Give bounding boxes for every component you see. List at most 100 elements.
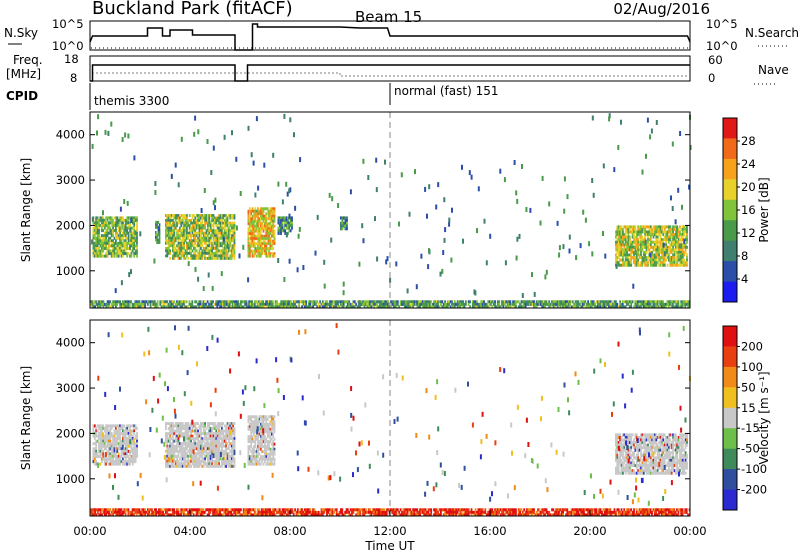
data-cell — [197, 226, 199, 230]
data-cell — [156, 225, 158, 229]
data-cell — [193, 244, 195, 248]
data-cell — [116, 460, 119, 464]
data-cell — [186, 424, 188, 428]
data-cell — [248, 224, 251, 228]
data-cell — [248, 460, 251, 464]
data-cell — [652, 233, 655, 237]
data-cell — [296, 300, 299, 304]
data-cell — [166, 254, 169, 258]
data-cell — [684, 238, 687, 242]
data-cell — [590, 300, 592, 304]
data-cell — [313, 302, 316, 306]
data-cell — [223, 246, 226, 250]
data-cell — [264, 207, 266, 211]
data-cell — [174, 251, 177, 255]
data-cell — [426, 302, 428, 306]
data-cell — [255, 452, 258, 456]
data-cell — [291, 221, 293, 225]
data-cell — [615, 233, 617, 237]
data-cell — [200, 231, 202, 235]
data-cell — [128, 305, 131, 309]
data-cell — [211, 464, 213, 468]
data-cell — [208, 457, 211, 461]
data-cell — [661, 250, 663, 254]
data-cell — [194, 234, 197, 238]
data-cell — [197, 239, 199, 243]
data-cell — [428, 302, 431, 306]
data-cell — [208, 241, 211, 245]
y-tick-label: 3000 — [56, 173, 85, 187]
data-cell — [647, 233, 649, 237]
data-cell — [223, 254, 226, 258]
data-cell — [99, 239, 102, 243]
data-cell — [285, 305, 288, 309]
data-cell — [230, 246, 233, 250]
data-cell — [110, 234, 113, 238]
data-cell — [660, 300, 663, 304]
data-cell — [580, 305, 583, 309]
data-cell — [416, 300, 419, 304]
data-cell — [191, 244, 194, 248]
data-cell — [173, 444, 176, 448]
data-cell — [651, 253, 654, 257]
y-tick-label: 1000 — [56, 264, 85, 278]
data-cell — [251, 440, 254, 444]
data-cell — [165, 224, 167, 228]
data-cell — [233, 256, 236, 260]
data-cell — [253, 229, 255, 233]
data-cell — [254, 417, 257, 421]
data-cell — [247, 437, 250, 441]
data-cell — [509, 300, 512, 304]
data-cell — [374, 300, 377, 304]
data-cell — [218, 462, 220, 466]
data-cell — [247, 462, 250, 466]
data-cell — [661, 228, 663, 231]
data-cell — [177, 434, 180, 438]
data-cell — [261, 425, 264, 429]
data-cell — [156, 236, 158, 239]
data-cell — [130, 216, 133, 220]
data-cell — [662, 302, 664, 306]
data-cell — [173, 251, 176, 255]
data-cell — [344, 219, 347, 223]
data-cell — [669, 243, 672, 247]
data-cell — [92, 231, 95, 235]
data-cell — [665, 305, 667, 309]
data-cell — [170, 244, 173, 248]
data-cell — [223, 221, 226, 225]
data-cell — [671, 300, 674, 304]
data-cell — [187, 462, 190, 466]
data-cell — [251, 229, 254, 233]
data-cell — [521, 300, 524, 304]
data-cell — [626, 263, 628, 267]
data-cell — [401, 302, 403, 306]
data-cell — [669, 233, 672, 237]
data-cell — [283, 226, 285, 230]
data-cell — [195, 422, 198, 425]
data-cell — [211, 434, 213, 438]
data-cell — [174, 219, 177, 222]
data-cell — [257, 420, 259, 424]
data-cell — [291, 218, 293, 222]
data-cell — [103, 236, 106, 240]
data-cell — [250, 237, 253, 241]
data-cell — [259, 422, 262, 426]
data-cell — [221, 424, 223, 428]
data-cell — [280, 305, 283, 309]
data-cell — [440, 302, 442, 306]
data-cell — [262, 247, 265, 251]
data-cell — [265, 242, 268, 246]
data-cell — [174, 246, 177, 250]
data-cell — [187, 442, 190, 446]
data-cell — [204, 251, 206, 255]
data-cell — [136, 241, 138, 245]
data-cell — [229, 224, 232, 228]
data-cell — [211, 216, 213, 220]
data-cell — [377, 305, 380, 309]
data-cell — [659, 258, 662, 262]
data-cell — [272, 234, 275, 238]
data-cell — [190, 432, 192, 436]
data-cell — [166, 422, 169, 425]
data-cell — [644, 235, 647, 239]
data-cell — [149, 302, 152, 306]
